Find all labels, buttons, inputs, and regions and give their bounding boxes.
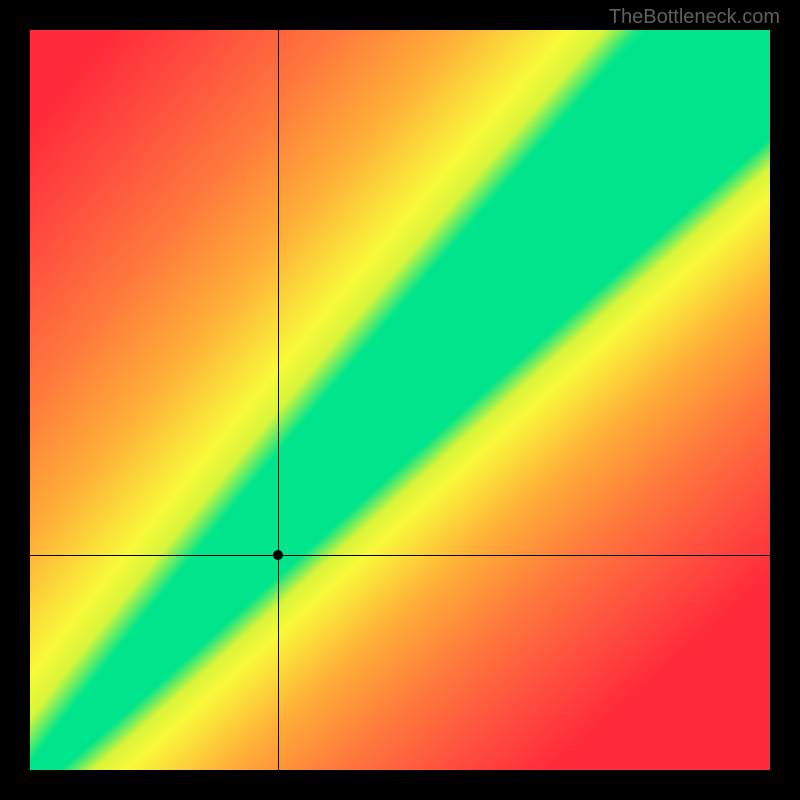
plot-area bbox=[30, 30, 770, 770]
crosshair-marker bbox=[273, 550, 283, 560]
watermark-text: TheBottleneck.com bbox=[609, 6, 780, 29]
crosshair-horizontal bbox=[30, 555, 770, 556]
crosshair-vertical bbox=[278, 30, 279, 770]
heatmap-canvas bbox=[30, 30, 770, 770]
chart-container: TheBottleneck.com bbox=[0, 0, 800, 800]
